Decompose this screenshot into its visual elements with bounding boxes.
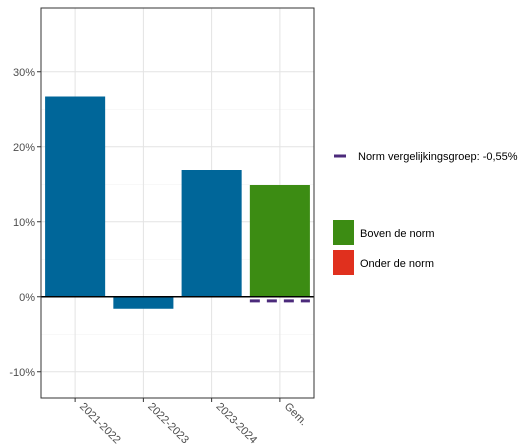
legend-swatch bbox=[333, 220, 354, 245]
y-tick-label: -10% bbox=[9, 367, 35, 379]
bar-Gem. bbox=[249, 185, 310, 297]
legend-norm-label: Norm vergelijkingsgroep: -0,55% bbox=[358, 151, 518, 163]
x-tick-label: 2021-2022 bbox=[77, 401, 123, 446]
legend: Norm vergelijkingsgroep: -0,55% Boven de … bbox=[333, 151, 518, 275]
y-tick-label: 10% bbox=[13, 217, 35, 229]
x-axis: 2021-2022 2022-2023 2023-2024 Gem. bbox=[74, 398, 310, 446]
bar-2022-2023 bbox=[113, 296, 174, 309]
y-tick-label: 30% bbox=[13, 67, 35, 79]
legend-item-label: Boven de norm bbox=[360, 228, 435, 240]
y-tick-label: 0% bbox=[19, 292, 35, 304]
legend-swatch bbox=[333, 250, 354, 275]
bar-2023-2024 bbox=[181, 170, 242, 297]
legend-item-label: Onder de norm bbox=[360, 258, 434, 270]
panel-border bbox=[40, 7, 315, 399]
x-tick-label: 2022-2023 bbox=[145, 401, 191, 446]
x-tick-label: 2023-2024 bbox=[214, 401, 260, 446]
plot-frame bbox=[40, 7, 315, 399]
x-tick-label: Gem. bbox=[282, 401, 310, 429]
y-tick-label: 20% bbox=[13, 142, 35, 154]
y-axis: -10% 0% 10% 20% 30% bbox=[9, 67, 41, 379]
bar-2021-2022 bbox=[45, 96, 106, 297]
chart-bars bbox=[45, 96, 310, 309]
